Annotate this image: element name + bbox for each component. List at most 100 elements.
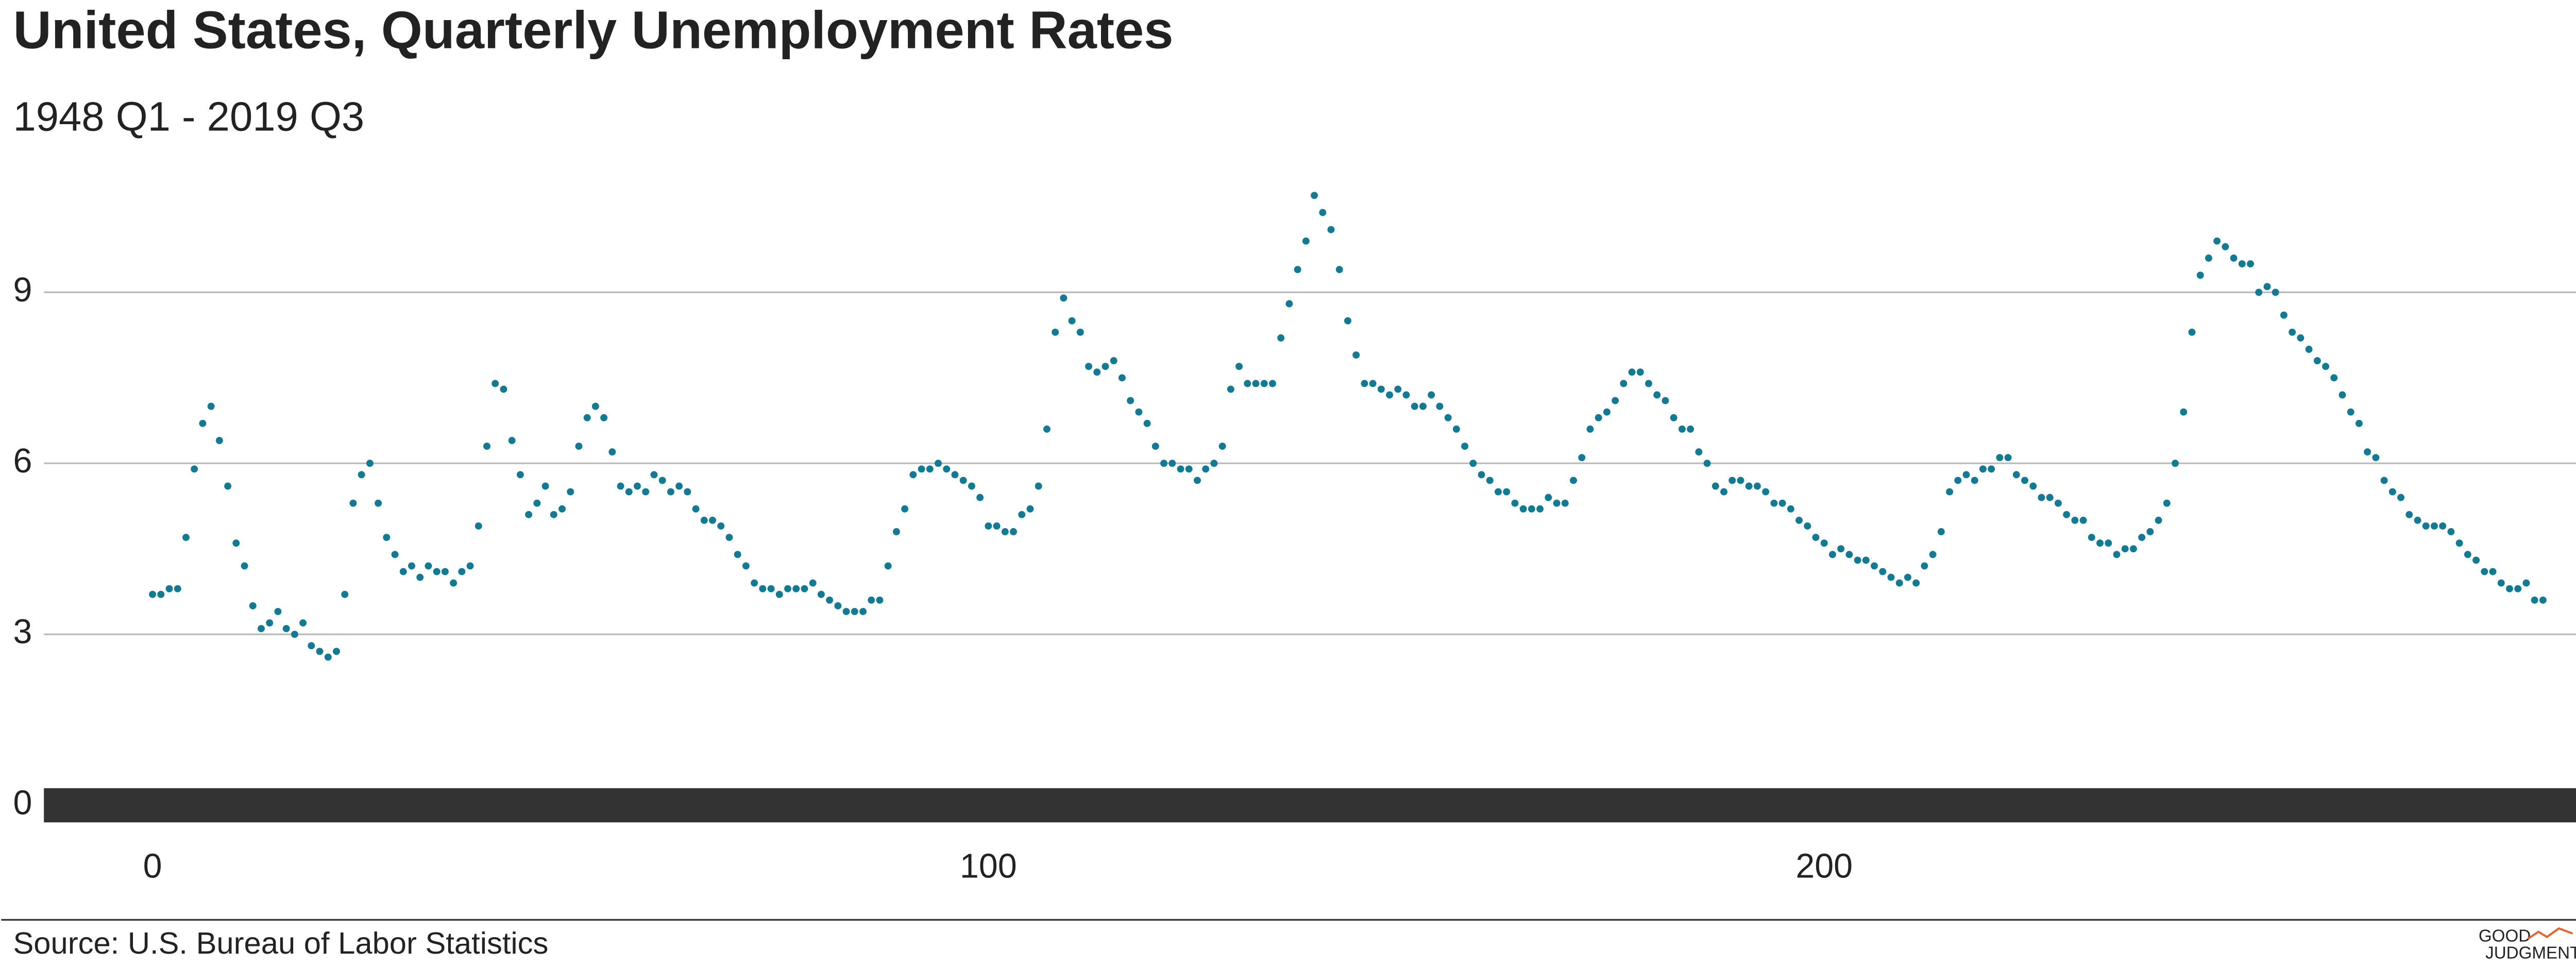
data-point — [767, 585, 775, 592]
data-point — [1452, 425, 1460, 433]
data-point — [1394, 385, 1402, 393]
data-point — [1085, 363, 1093, 370]
data-point — [1143, 419, 1151, 427]
data-point — [2313, 357, 2321, 365]
x-tick-label: 100 — [960, 847, 1017, 885]
data-point — [2029, 482, 2037, 490]
data-point — [1845, 551, 1853, 558]
data-point — [1979, 465, 1987, 473]
data-point — [826, 596, 834, 604]
data-point — [784, 585, 792, 592]
data-point — [600, 414, 608, 421]
data-point — [2079, 516, 2087, 524]
data-point — [157, 590, 165, 598]
data-point — [1269, 380, 1276, 387]
data-point — [191, 465, 198, 473]
data-point — [1018, 511, 1026, 518]
data-point — [1871, 562, 1878, 570]
data-point — [1461, 443, 1469, 450]
data-point — [1862, 556, 1870, 564]
data-point — [516, 471, 524, 479]
data-point — [935, 460, 942, 467]
data-point — [1035, 482, 1042, 490]
data-point — [1770, 499, 1778, 507]
data-point — [1486, 477, 1494, 484]
data-point — [2497, 579, 2505, 587]
data-point — [2481, 568, 2488, 575]
data-point — [1369, 380, 1377, 387]
data-point — [1545, 494, 1552, 501]
data-point — [2004, 454, 2012, 462]
data-point — [1837, 545, 1845, 553]
data-point — [2163, 499, 2171, 507]
data-point — [2172, 460, 2179, 467]
data-point — [1670, 414, 1677, 421]
data-point — [2038, 494, 2045, 501]
data-point — [608, 448, 616, 456]
data-point — [993, 522, 1001, 530]
data-point — [2272, 289, 2279, 296]
data-point — [1277, 334, 1285, 342]
data-point — [1010, 528, 1018, 535]
data-point — [1778, 499, 1786, 507]
data-point — [215, 437, 223, 444]
data-point — [2289, 328, 2296, 336]
data-point — [734, 551, 741, 558]
data-point — [1327, 226, 1335, 233]
data-point — [2146, 528, 2154, 535]
data-point — [2464, 551, 2471, 558]
data-point — [308, 642, 315, 650]
data-point — [533, 499, 541, 507]
data-point — [918, 465, 925, 473]
data-point — [2439, 522, 2447, 530]
data-point — [1093, 368, 1101, 376]
data-point — [274, 607, 282, 615]
data-point — [1762, 488, 1770, 496]
y-tick-label: 3 — [13, 613, 32, 651]
data-point — [909, 471, 917, 479]
data-point — [349, 499, 357, 507]
data-point — [1895, 579, 1903, 587]
data-point — [2305, 346, 2313, 353]
data-point — [341, 590, 349, 598]
data-point — [1620, 380, 1628, 387]
data-point — [2071, 516, 2079, 524]
data-point — [1118, 374, 1126, 382]
data-point — [508, 437, 516, 444]
data-point — [1495, 488, 1502, 496]
data-point — [558, 505, 566, 513]
data-point — [333, 648, 340, 655]
data-point — [1101, 363, 1109, 370]
data-point — [1302, 237, 1310, 245]
data-point — [742, 562, 750, 570]
data-point — [2054, 499, 2062, 507]
data-point — [1753, 482, 1761, 490]
data-point — [1160, 460, 1168, 467]
data-point — [842, 607, 850, 615]
data-point — [483, 443, 490, 450]
data-point — [617, 482, 624, 490]
data-point — [282, 625, 290, 633]
data-point — [1428, 391, 1435, 399]
data-point — [751, 579, 758, 587]
data-point — [1912, 579, 1920, 587]
data-point — [2506, 585, 2513, 592]
data-point — [1653, 391, 1661, 399]
data-point — [575, 443, 583, 450]
data-point — [1052, 328, 1059, 336]
data-point — [1411, 402, 1418, 410]
data-point — [801, 585, 808, 592]
data-point — [441, 568, 449, 575]
data-point — [1612, 397, 1619, 404]
data-point — [2213, 237, 2221, 245]
data-point — [892, 528, 900, 535]
data-point — [1076, 328, 1084, 336]
data-point — [2230, 255, 2238, 262]
data-point — [1820, 539, 1828, 547]
data-point — [2380, 477, 2388, 484]
data-point — [1804, 522, 1811, 530]
source: Source: U.S. Bureau of Labor Statistics — [13, 926, 548, 960]
data-point — [1311, 192, 1318, 199]
data-point — [2431, 522, 2438, 530]
data-point — [951, 471, 959, 479]
